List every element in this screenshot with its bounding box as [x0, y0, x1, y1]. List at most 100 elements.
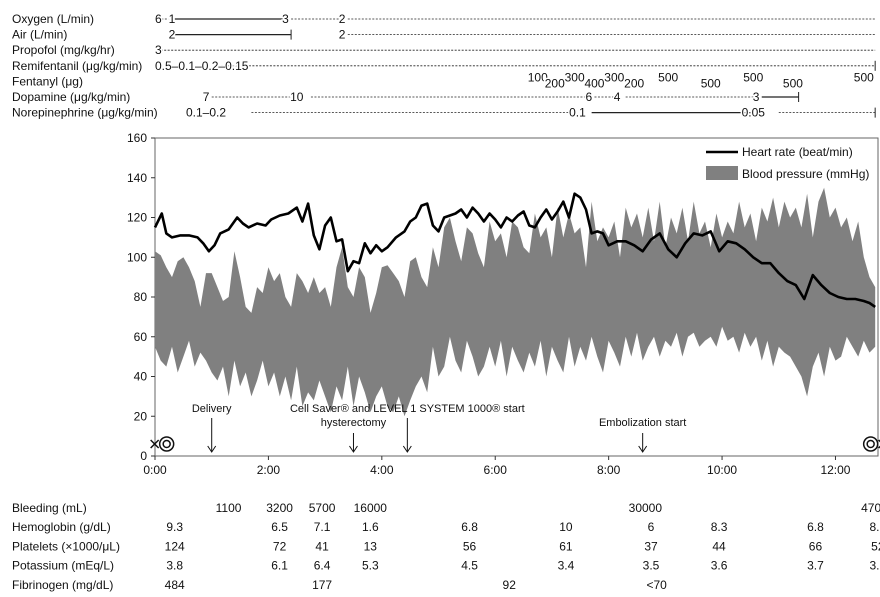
lab-label: Bleeding (mL) [12, 501, 87, 515]
drug-label: Remifentanil (μg/kg/min) [12, 59, 142, 73]
lab-value: 5.3 [362, 559, 379, 573]
drug-dose-mark: 3 [155, 43, 162, 57]
lab-label: Hemoglobin (g/dL) [12, 520, 111, 534]
vitals-plot: 0 20 40 60 80 100 120 140 160 0:00 2:00 4:00 6:00 8:0… [127, 131, 880, 477]
lab-label: Fibrinogen (mg/dL) [12, 578, 113, 592]
lab-value: 5700 [309, 501, 336, 515]
drug-dose-mark: 2 [339, 28, 346, 42]
lab-value: 1.6 [362, 520, 379, 534]
lab-value: 6.8 [807, 520, 824, 534]
drug-dose-mark: 2 [339, 12, 346, 26]
lab-value: <70 [646, 578, 667, 592]
drug-dose-mark: 500 [854, 70, 874, 84]
drug-dose-mark: 10 [290, 90, 304, 104]
event-arrow-head [638, 445, 648, 453]
drug-label: Norepinephrine (μg/kg/min) [12, 106, 158, 120]
drug-dose-mark: 0.05 [742, 106, 766, 120]
lab-value: 7.1 [314, 520, 331, 534]
lab-value: 6.4 [314, 559, 331, 573]
drug-dose-mark: 2 [169, 28, 176, 42]
y-tick-label: 40 [134, 370, 148, 384]
lab-value: 10 [559, 520, 573, 534]
lab-value: 16000 [354, 501, 388, 515]
lab-value: 30000 [629, 501, 663, 515]
y-tick-label: 140 [127, 171, 147, 185]
x-tick-label: 2:00 [257, 463, 281, 477]
drug-dose-mark: 200 [624, 76, 644, 90]
y-tick-label: 100 [127, 250, 147, 264]
lab-value: 1100 [216, 501, 242, 515]
lab-value: 13 [364, 539, 378, 553]
lab-value: 37 [644, 539, 658, 553]
lab-value: 3.7 [807, 559, 824, 573]
event-label: hysterectomy [321, 417, 387, 429]
lab-value: 61 [559, 539, 573, 553]
event-arrow-head [402, 445, 412, 453]
drug-dose-mark: 3 [753, 90, 760, 104]
lab-value: 4.5 [461, 559, 478, 573]
drug-dose-mark: 500 [658, 70, 678, 84]
lab-value: 6.1 [271, 559, 288, 573]
drug-label: Fentanyl (μg) [12, 74, 83, 88]
lab-value: 3200 [266, 501, 293, 515]
drug-dose-mark: 400 [584, 76, 604, 90]
y-tick-label: 20 [134, 409, 148, 423]
drug-dose-mark: 500 [701, 76, 721, 90]
lab-value: 3.5 [643, 559, 660, 573]
lab-value: 484 [165, 578, 185, 592]
event-arrow-head [349, 445, 358, 453]
legend-hr-label: Heart rate (beat/min) [742, 145, 853, 159]
drug-dose-mark: 0.1 [569, 106, 586, 120]
lab-value: 47000 [861, 501, 880, 515]
drug-dose-mark: 100 [528, 70, 548, 84]
y-tick-label: 80 [134, 290, 148, 304]
lab-value: 6 [648, 520, 655, 534]
lab-values-table: Bleeding (mL) 1100 3200 5700 16000 30000 47000… [12, 501, 880, 592]
lab-label: Potassium (mEq/L) [12, 559, 114, 573]
lab-value: 56 [463, 539, 477, 553]
marker-ring-outer [158, 436, 175, 452]
marker-ring-outer [862, 436, 879, 452]
lab-value: 6.5 [271, 520, 288, 534]
drug-dose-mark: 0.1–0.2 [186, 106, 226, 120]
drug-dose-mark: 6 [585, 90, 592, 104]
y-tick-label: 120 [127, 211, 147, 225]
heart-rate-line [153, 192, 876, 308]
lab-value: 41 [315, 539, 329, 553]
lab-value: 72 [273, 539, 287, 553]
x-tick-label: 4:00 [370, 463, 394, 477]
lab-value: 3.8 [166, 559, 183, 573]
drug-dose-mark: 0.5–0.1–0.2–0.15 [155, 59, 249, 73]
lab-value: 124 [165, 539, 185, 553]
event-arrow-head [207, 445, 217, 453]
drug-label: Dopamine (μg/kg/min) [12, 90, 130, 104]
lab-value: 8.9 [869, 520, 880, 534]
drug-label: Propofol (mg/kg/hr) [12, 43, 115, 57]
drug-label: Air (L/min) [12, 28, 67, 42]
drug-dose-mark: 4 [614, 90, 621, 104]
lab-value: 3.5 [869, 559, 880, 573]
x-tick-label: 12:00 [820, 463, 850, 477]
drug-dose-mark: 1 [169, 12, 176, 26]
drug-dose-mark: 300 [604, 70, 624, 84]
x-tick-label: 8:00 [597, 463, 621, 477]
anesthesia-start-marker-icon [150, 436, 175, 452]
legend-bp-label: Blood pressure (mmHg) [742, 167, 869, 181]
x-tick-label: 0:00 [143, 463, 167, 477]
drug-dose-mark: 500 [743, 70, 763, 84]
lab-value: 44 [712, 539, 726, 553]
lab-value: 8.3 [711, 520, 728, 534]
lab-value: 6.8 [461, 520, 478, 534]
drug-dose-mark: 7 [203, 90, 210, 104]
drug-label: Oxygen (L/min) [12, 12, 94, 26]
drug-dose-mark: 300 [565, 70, 585, 84]
lab-value: 92 [503, 578, 517, 592]
lab-value: 3.4 [558, 559, 575, 573]
marker-ring-inner [162, 439, 171, 449]
lab-value: 3.6 [711, 559, 728, 573]
event-label: Embolization start [599, 417, 686, 429]
drug-dose-mark: 6 [155, 12, 162, 26]
